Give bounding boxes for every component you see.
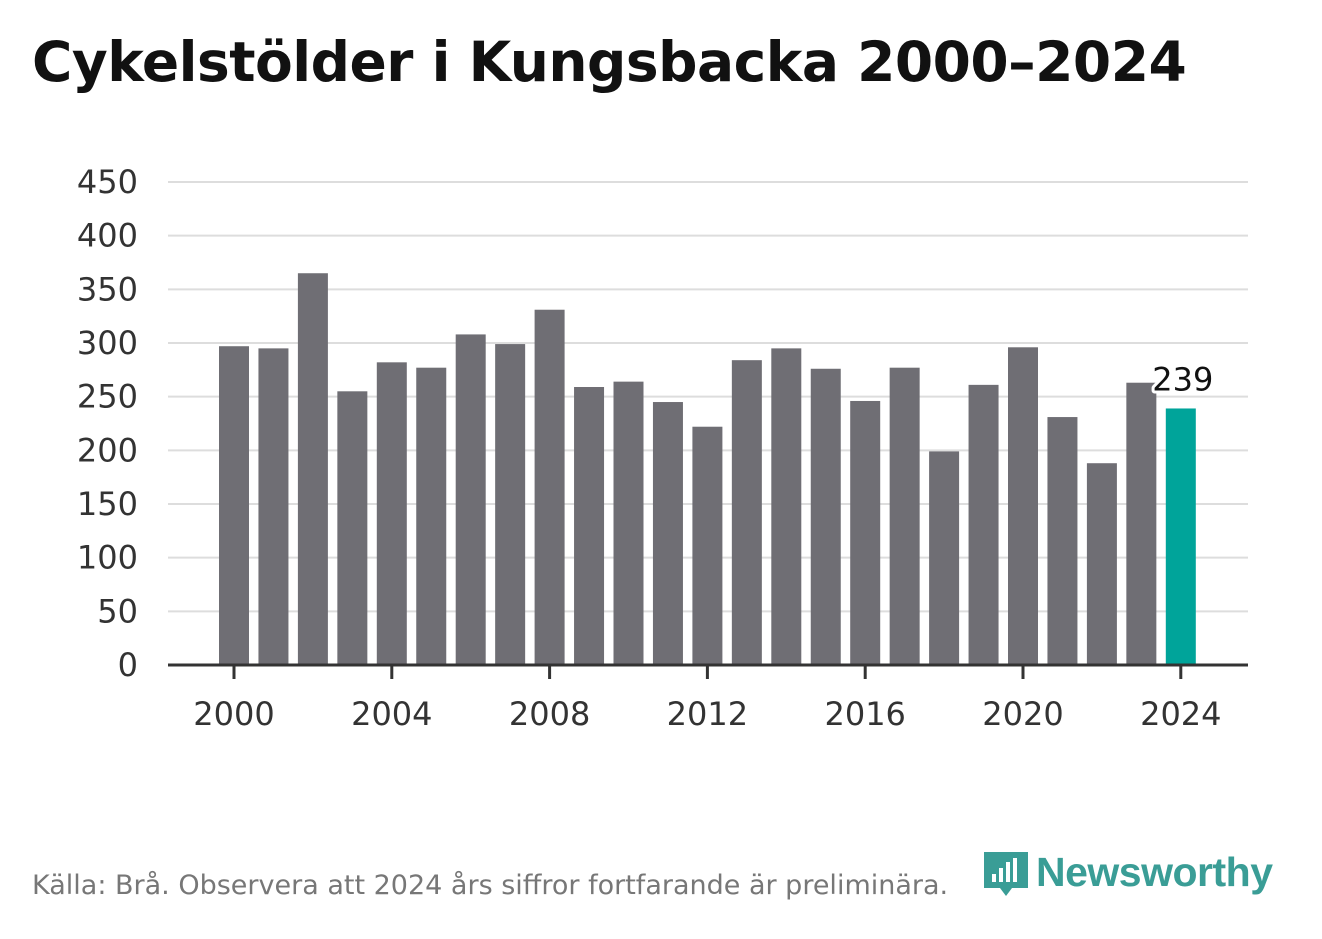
bar-2012[interactable] <box>692 426 723 665</box>
bar-2005[interactable] <box>416 367 447 665</box>
bar-2002[interactable] <box>297 273 328 665</box>
bar-2018[interactable] <box>929 451 960 665</box>
x-tick-label: 2012 <box>667 695 748 733</box>
y-tick-label: 100 <box>77 539 138 577</box>
y-tick-label: 150 <box>77 485 138 523</box>
bar-2024[interactable] <box>1165 408 1196 665</box>
x-tick-label: 2024 <box>1140 695 1221 733</box>
bar-2001[interactable] <box>258 348 289 665</box>
data-labels: 239 <box>1149 357 1216 401</box>
bar-2015[interactable] <box>810 368 841 665</box>
x-tick-label: 2004 <box>351 695 432 733</box>
y-tick-label: 200 <box>77 431 138 469</box>
bar-2006[interactable] <box>455 334 486 665</box>
bar-2008[interactable] <box>534 309 565 665</box>
x-tick-label: 2000 <box>193 695 274 733</box>
bar-chart: 0 50 100 150 200 250 300 350 400 450 2000 2004 2008… <box>77 163 1248 733</box>
bar-2004[interactable] <box>376 362 407 665</box>
newsworthy-brand[interactable]: Newsworthy <box>982 848 1273 896</box>
y-axis-ticks: 0 50 100 150 200 250 300 350 400 450 <box>77 163 138 684</box>
chart-title: Cykelstölder i Kungsbacka 2000–2024 <box>32 30 1187 94</box>
y-tick-label: 300 <box>77 324 138 362</box>
y-tick-label: 350 <box>77 270 138 308</box>
x-axis-ticks: 2000 2004 2008 2012 2016 2020 2024 <box>193 665 1222 733</box>
bar-2023[interactable] <box>1126 382 1157 665</box>
brand-name: Newsworthy <box>1036 848 1273 895</box>
bar-2014[interactable] <box>771 348 802 665</box>
bar-2020[interactable] <box>1008 347 1038 665</box>
y-tick-label: 450 <box>77 163 138 201</box>
bar-2003[interactable] <box>337 391 368 665</box>
x-tick-label: 2020 <box>982 695 1063 733</box>
source-note: Källa: Brå. Observera att 2024 års siffr… <box>32 870 949 901</box>
bar-2009[interactable] <box>574 387 605 665</box>
bar-2000[interactable] <box>219 346 249 665</box>
x-tick-label: 2008 <box>509 695 590 733</box>
bar-2013[interactable] <box>731 360 762 665</box>
bar-2007[interactable] <box>495 344 526 665</box>
newsworthy-logo-icon <box>984 852 1028 896</box>
data-label-2024: 239 <box>1152 360 1213 398</box>
y-tick-label: 0 <box>118 646 138 684</box>
bar-2010[interactable] <box>613 381 644 665</box>
y-tick-label: 50 <box>97 592 138 630</box>
bar-series <box>219 273 1196 665</box>
bar-2022[interactable] <box>1086 463 1117 665</box>
bar-2016[interactable] <box>850 400 881 665</box>
y-tick-label: 400 <box>77 217 138 255</box>
bar-2017[interactable] <box>889 367 920 665</box>
bar-2011[interactable] <box>652 402 683 665</box>
bar-2021[interactable] <box>1047 417 1078 665</box>
x-tick-label: 2016 <box>824 695 905 733</box>
y-tick-label: 250 <box>77 378 138 416</box>
bar-2019[interactable] <box>968 384 999 665</box>
